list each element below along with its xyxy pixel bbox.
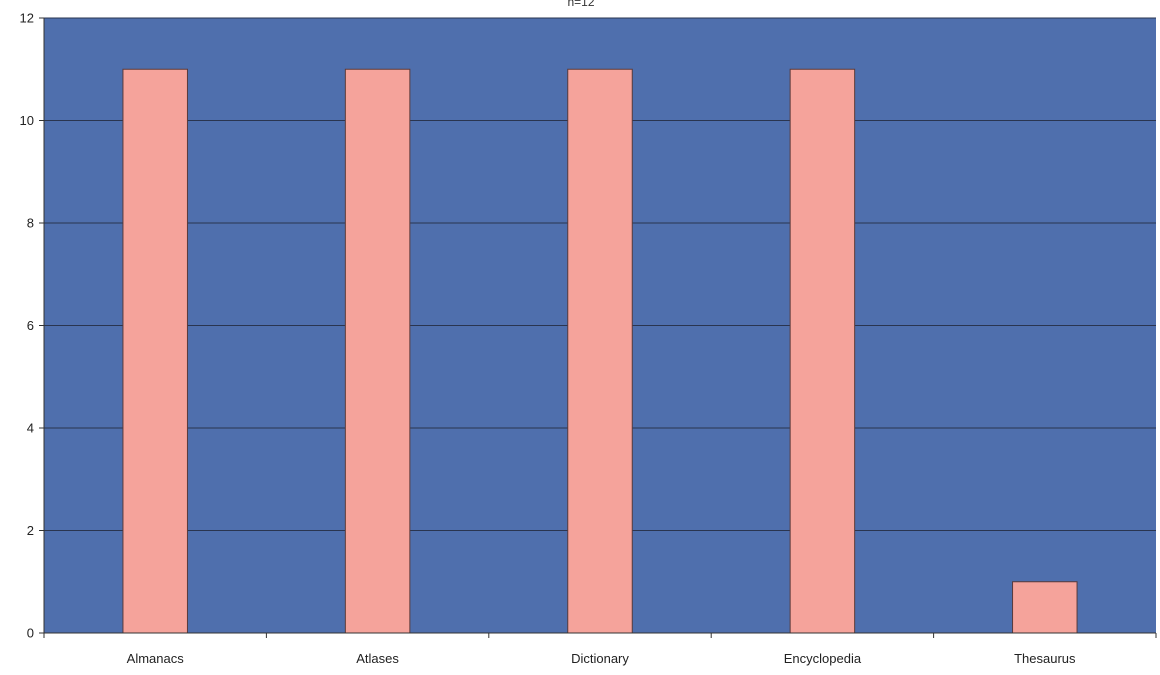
y-tick-label: 8 bbox=[27, 216, 34, 231]
bars bbox=[122, 68, 1078, 634]
chart-title: n=12 bbox=[567, 0, 594, 9]
y-tick-label: 2 bbox=[27, 523, 34, 538]
y-tick-label: 10 bbox=[20, 113, 34, 128]
bar-thesaurus bbox=[1012, 581, 1078, 634]
x-tick-label: Almanacs bbox=[127, 651, 185, 666]
bar-dictionary bbox=[567, 68, 633, 634]
bar-almanacs bbox=[122, 68, 188, 634]
x-tick-label: Atlases bbox=[356, 651, 399, 666]
bar-encyclopedia bbox=[789, 68, 856, 634]
x-tick-label: Dictionary bbox=[571, 651, 629, 666]
x-tick-label: Thesaurus bbox=[1014, 651, 1076, 666]
y-tick-labels: 0 2 4 6 8 10 12 bbox=[20, 11, 34, 641]
y-tick-label: 0 bbox=[27, 626, 34, 641]
y-tick-label: 12 bbox=[20, 11, 34, 26]
axes bbox=[39, 17, 1157, 638]
x-tick-labels: Almanacs Atlases Dictionary Encyclopedia The… bbox=[127, 651, 1076, 666]
y-tick-label: 6 bbox=[27, 318, 34, 333]
y-tick-label: 4 bbox=[27, 421, 34, 436]
bar-atlases bbox=[344, 68, 411, 634]
x-tick-label: Encyclopedia bbox=[784, 651, 862, 666]
